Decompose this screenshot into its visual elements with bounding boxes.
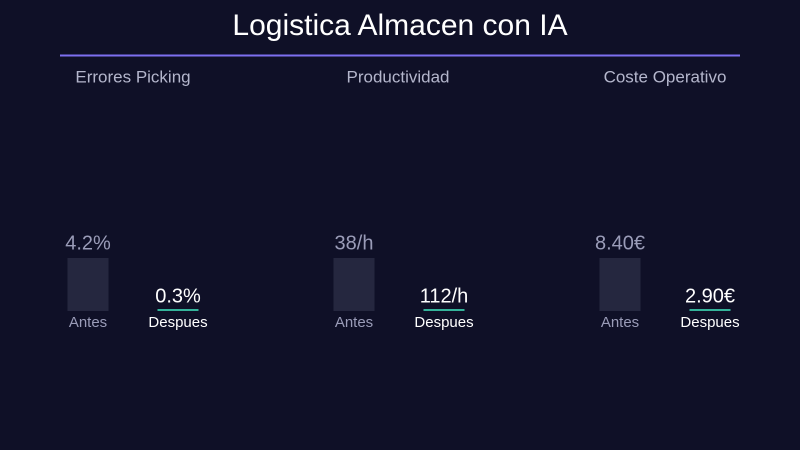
after-label: Despues: [148, 314, 207, 331]
after-label: Despues: [680, 314, 739, 331]
after-bar: [689, 309, 731, 311]
before-bar: [333, 258, 375, 311]
before-value: 38/h: [335, 232, 374, 254]
after-label: Despues: [414, 314, 473, 331]
before-bar: [599, 258, 641, 311]
before-label: Antes: [601, 314, 639, 331]
after-bar: [423, 309, 465, 311]
before-bar: [67, 258, 109, 311]
title: Logistica Almacen con IA: [232, 9, 567, 42]
before-value: 4.2%: [65, 232, 111, 254]
before-label: Antes: [335, 314, 373, 331]
panel-title: Errores Picking: [75, 67, 190, 86]
after-value: 0.3%: [155, 285, 201, 307]
after-value: 2.90€: [685, 285, 735, 307]
panel-title: Productividad: [346, 67, 449, 86]
after-value: 112/h: [420, 285, 469, 307]
before-label: Antes: [69, 314, 107, 331]
after-bar: [157, 309, 199, 311]
before-value: 8.40€: [595, 232, 645, 254]
panel-title: Coste Operativo: [604, 67, 727, 86]
